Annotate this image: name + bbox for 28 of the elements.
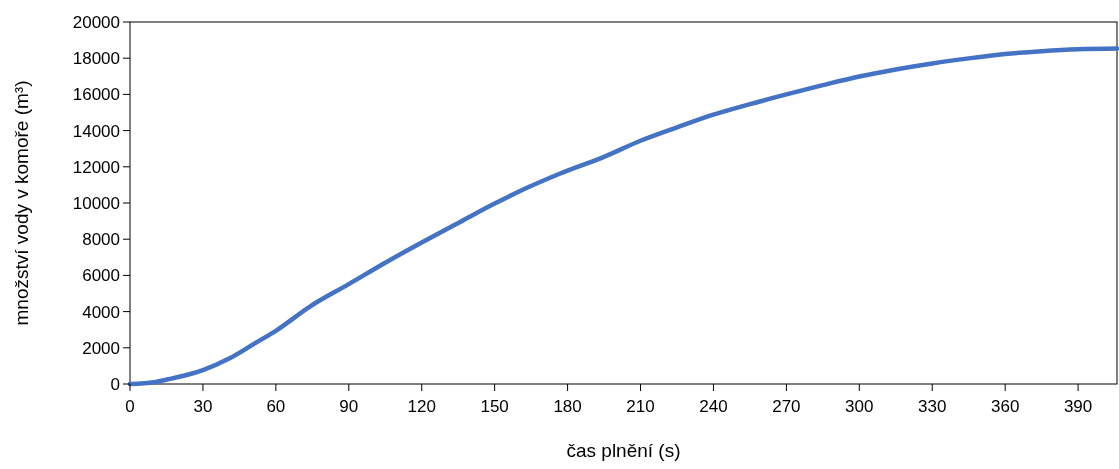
y-tick-label: 18000	[72, 49, 120, 69]
y-tick-label: 6000	[82, 266, 120, 286]
x-tick-label: 0	[125, 397, 135, 416]
x-tick-label: 210	[626, 397, 655, 416]
y-tick-label: 10000	[72, 193, 120, 213]
x-tick-label: 60	[266, 397, 286, 416]
x-tick-label: 390	[1063, 397, 1093, 416]
x-tick-label: 180	[553, 397, 582, 416]
x-tick-label: 90	[339, 397, 359, 416]
x-tick-label: 30	[193, 397, 213, 416]
line-series	[127, 46, 1119, 387]
x-tick-label: 120	[407, 397, 436, 416]
y-tick-label: 0	[110, 374, 120, 394]
x-tick-label: 360	[990, 397, 1020, 416]
x-tick-label: 270	[772, 397, 801, 416]
y-tick-label: 2000	[82, 338, 120, 358]
y-tick-label: 20000	[72, 12, 120, 32]
y-tick-label: 8000	[82, 230, 120, 250]
y-axis-title: množství vody v komoře (m³)	[11, 80, 32, 326]
y-tick-label: 12000	[72, 157, 120, 177]
y-tick-label: 16000	[72, 85, 120, 105]
x-axis-title: čas plnění (s)	[566, 440, 681, 461]
x-tick-label: 300	[845, 397, 874, 416]
y-tick-label: 14000	[72, 121, 120, 141]
x-tick-label: 330	[918, 397, 947, 416]
y-tick-label: 4000	[82, 302, 120, 322]
x-tick-label: 150	[480, 397, 509, 416]
x-tick-label: 240	[699, 397, 728, 416]
